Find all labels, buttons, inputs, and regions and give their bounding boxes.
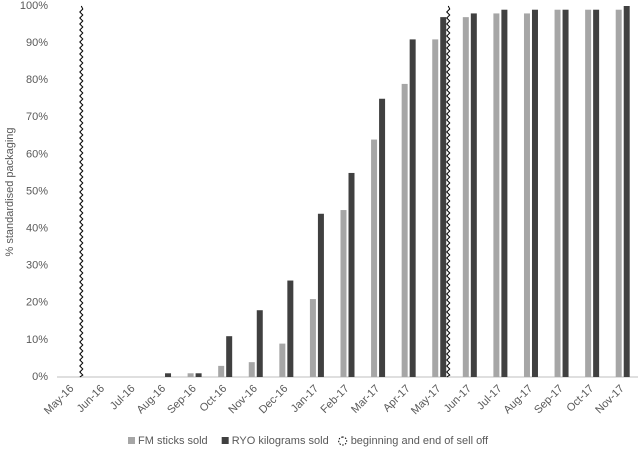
bar (501, 9, 508, 378)
bar (256, 310, 263, 377)
bar (593, 9, 600, 378)
y-tick-label: 90% (26, 37, 48, 49)
bar (218, 365, 225, 377)
x-tick-label: Jun-16 (75, 383, 107, 415)
bar (165, 373, 172, 377)
x-tick-label: Jan-17 (289, 383, 321, 415)
x-tick-label: Oct-17 (564, 383, 596, 415)
bar (248, 362, 255, 377)
sell-off-line (79, 5, 84, 378)
bar (317, 213, 324, 377)
y-tick-label: 40% (26, 223, 48, 235)
legend-label: RYO kilograms sold (232, 435, 329, 447)
bar (523, 13, 530, 377)
x-tick-label: May-16 (42, 383, 76, 417)
x-tick-label: Feb-17 (319, 383, 352, 416)
legend-swatch (128, 437, 135, 444)
legend-swatch (221, 437, 229, 444)
bar (623, 6, 630, 377)
x-tick-label: Apr-17 (381, 383, 413, 415)
bar (348, 172, 355, 377)
bar (279, 343, 286, 377)
x-tick-label: Sep-17 (532, 383, 566, 417)
y-tick-label: 70% (26, 111, 48, 123)
bar (371, 139, 378, 377)
y-tick-label: 60% (26, 148, 48, 160)
x-tick-label: Aug-16 (135, 383, 169, 417)
bar (440, 17, 447, 377)
bar (531, 9, 538, 378)
y-tick-label: 80% (26, 74, 48, 86)
bar (309, 299, 316, 377)
bar (562, 9, 569, 378)
legend-label: FM sticks sold (138, 435, 208, 447)
bar (615, 9, 622, 378)
bar (401, 83, 408, 377)
bar (287, 280, 294, 377)
bar (195, 373, 202, 377)
bar (493, 13, 500, 377)
x-tick-label: Sep-16 (165, 383, 199, 417)
bar (432, 39, 439, 377)
y-tick-label: 10% (26, 334, 48, 346)
y-tick-label: 30% (26, 260, 48, 272)
y-tick-label: 20% (26, 297, 48, 309)
y-tick-label: 0% (32, 371, 48, 383)
bar (554, 9, 561, 378)
y-tick-label: 50% (26, 185, 48, 197)
bar (585, 9, 592, 378)
bar (379, 98, 386, 377)
bar (409, 39, 416, 377)
bar (187, 373, 194, 377)
x-tick-label: Jul-16 (108, 383, 138, 413)
legend-label: beginning and end of sell off (351, 435, 489, 447)
sell-off-line (446, 5, 451, 378)
y-tick-label: 100% (20, 0, 48, 12)
x-tick-label: Aug-17 (502, 383, 536, 417)
bar (340, 210, 347, 377)
bar (470, 13, 477, 377)
bar (462, 17, 469, 377)
y-axis-label: % standardised packaging (4, 127, 16, 256)
x-tick-label: Nov-17 (593, 383, 627, 417)
x-tick-label: May-17 (409, 383, 443, 417)
x-tick-label: Dec-16 (257, 383, 291, 417)
bar (226, 336, 233, 377)
x-tick-label: Jul-17 (475, 383, 505, 413)
x-tick-label: Jun-17 (442, 383, 474, 415)
legend-swatch (338, 436, 348, 446)
x-tick-label: Mar-17 (349, 383, 382, 416)
x-tick-label: Oct-16 (198, 383, 230, 415)
x-tick-label: Nov-16 (226, 383, 260, 417)
